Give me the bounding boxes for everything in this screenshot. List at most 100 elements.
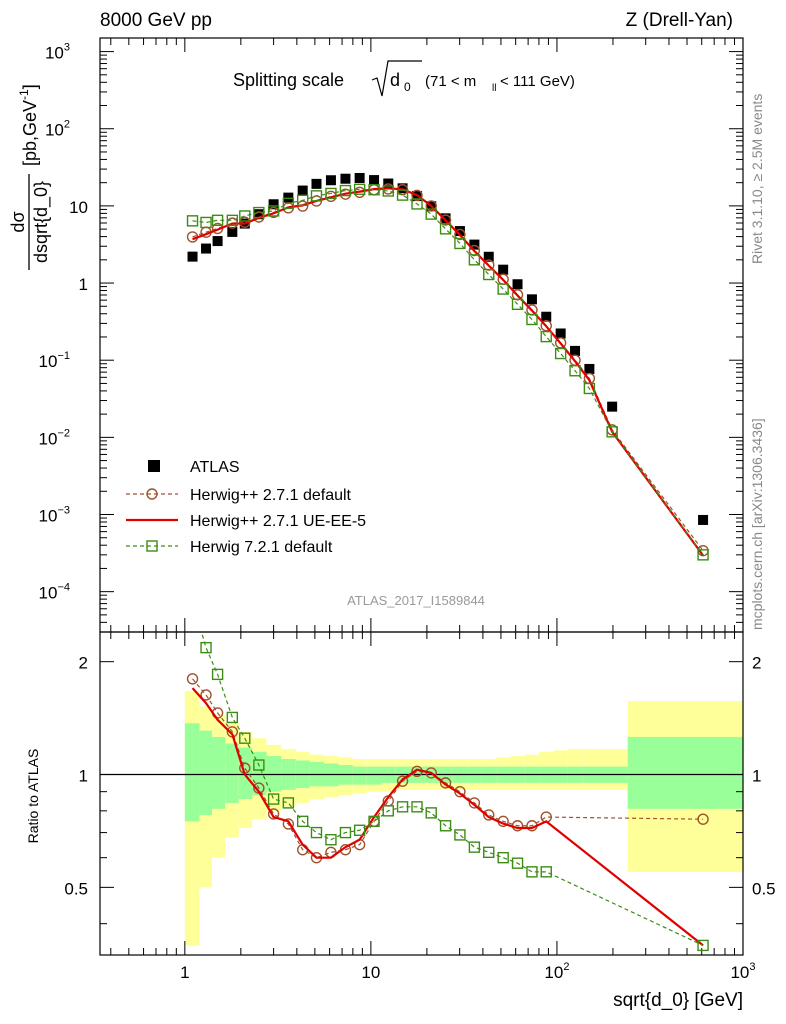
- legend-marker-atlas: [148, 460, 160, 472]
- y-tick-label: 1: [79, 275, 88, 294]
- series-herwig72-point: [186, 215, 199, 227]
- ratio-y-tick-label: 2: [79, 654, 88, 673]
- y-tick-label: 10−4: [39, 582, 70, 603]
- series-atlas-point: [187, 251, 198, 262]
- ratio-herwig72-point: [211, 668, 224, 681]
- series-atlas-point: [311, 178, 322, 189]
- series-atlas-point: [555, 328, 566, 339]
- series-atlas-point: [454, 226, 465, 237]
- plot-title: Splitting scale d 0 (71 < m ll < 111 GeV…: [233, 60, 575, 97]
- series-herwig72-point: [200, 216, 212, 229]
- y-axis-label: dσ dsqrt{d_0} [pb,GeV-1]: [8, 84, 52, 270]
- series-atlas-point: [512, 279, 523, 290]
- series-herwig72-point: [697, 549, 709, 561]
- ratio-y-axis-label: Ratio to ATLAS: [25, 749, 41, 844]
- series-herwig72-point: [211, 214, 224, 227]
- series-atlas-point: [253, 209, 264, 220]
- legend-label: Herwig 7.2.1 default: [190, 539, 333, 556]
- series-herwig72-point: [282, 197, 295, 210]
- series-atlas-point: [268, 199, 279, 210]
- series-herwig72-point: [296, 194, 309, 207]
- ratio-herwig72-point: [310, 826, 323, 839]
- ratio-frame: [99, 631, 744, 956]
- series-herwig-default-point: [454, 228, 466, 241]
- series-atlas-point: [201, 243, 212, 254]
- ratio-herwig-default-point: [267, 808, 280, 820]
- series-herwig72-point: [554, 347, 567, 360]
- ratio-herwig72-point: [382, 805, 394, 817]
- series-atlas-point: [354, 172, 365, 183]
- ratio-herwig72-point: [454, 829, 466, 841]
- sqrt-sign: [371, 60, 422, 97]
- ratio-band-inner: [212, 736, 226, 809]
- series-atlas: [187, 172, 709, 525]
- ratio-y-tick-label: 0.5: [64, 879, 88, 898]
- ratio-band-inner: [366, 766, 382, 785]
- series-herwig72-point: [253, 206, 265, 219]
- series-herwig72-point: [382, 185, 394, 197]
- mcplots-label: mcplots.cern.ch [arXiv:1306.3436]: [749, 418, 765, 630]
- ylabel-units-sup: -1: [17, 89, 31, 100]
- watermark: ATLAS_2017_I1589844: [347, 593, 485, 608]
- ratio-herwig72-point: [267, 793, 280, 805]
- series-atlas-point: [469, 239, 480, 250]
- x-tick-label: 103: [730, 961, 755, 982]
- legend-marker-series-herwig-default: [146, 488, 158, 500]
- series-herwig72: [186, 183, 709, 561]
- ratio-band-inner: [266, 756, 282, 792]
- ratio-herwig-default-point: [468, 797, 481, 809]
- ylabel-units-end: ]: [20, 84, 40, 89]
- ylabel-units-main: [pb,GeV: [20, 100, 40, 166]
- ratio-herwig72-point: [425, 807, 437, 819]
- ratio-band-inner: [199, 730, 213, 815]
- series-herwig72-point: [583, 382, 596, 395]
- ratio-band-inner: [627, 736, 743, 809]
- series-atlas-point: [698, 514, 709, 525]
- ratio-herwig72-point: [325, 834, 337, 846]
- x-axis-label: sqrt{d_0} [GeV]: [613, 990, 743, 1011]
- ratio-herwig72-point: [540, 866, 552, 878]
- series-atlas-point: [340, 173, 351, 184]
- ratio-herwig-default-point: [483, 809, 495, 821]
- ratio-herwig72-point: [697, 939, 709, 952]
- ratio-herwig72-point: [226, 711, 239, 724]
- series-herwig72-point: [325, 187, 337, 200]
- series-herwig72-point: [339, 184, 352, 197]
- ratio-herwig72-point: [526, 866, 538, 878]
- y-tick-label: 10−1: [39, 350, 70, 371]
- x-tick-label: 10: [361, 963, 380, 982]
- series-herwig72-point: [425, 208, 437, 220]
- title-range-sub: ll: [492, 83, 496, 94]
- series-herwig-default-point: [425, 200, 437, 212]
- series-atlas-point: [212, 236, 223, 247]
- ratio-herwig72-point: [468, 841, 481, 853]
- series-atlas-point: [584, 363, 595, 374]
- ratio-herwig72-point: [339, 826, 352, 839]
- ratio-y-tick-label-right: 0.5: [752, 879, 776, 898]
- y-tick-label: 10: [69, 198, 88, 217]
- ratio-herwig72-point: [497, 851, 509, 864]
- ratio-herwig-default-point: [439, 777, 452, 789]
- ylabel-denominator: dsqrt{d_0}: [31, 181, 52, 263]
- ratio-herwig72-point: [396, 801, 409, 813]
- ratio-herwig-ueee5-line: [191, 687, 704, 947]
- ratio-y-tick-label-right: 1: [752, 767, 761, 786]
- ratio-herwig72-point: [511, 857, 524, 869]
- title-range-b: < 111 GeV): [500, 73, 575, 90]
- ratio-herwig-default-point: [282, 818, 295, 830]
- ratio-y-tick-label: 1: [79, 767, 88, 786]
- ratio-herwig72-point: [353, 824, 366, 836]
- series-herwig72-point: [396, 189, 409, 201]
- ratio-band-inner: [225, 743, 239, 803]
- series-atlas-point: [607, 401, 618, 412]
- ratio-herwig72-point: [439, 820, 452, 832]
- ratio-y-tick-label-right: 2: [752, 654, 761, 673]
- header-right: Z (Drell-Yan): [626, 10, 733, 31]
- y-tick-label: 10−3: [39, 505, 70, 526]
- legend-label: ATLAS: [190, 459, 240, 476]
- series-herwig-default-point: [540, 319, 552, 332]
- ratio-herwig-default-point: [186, 673, 199, 685]
- series-herwig-default-point: [439, 214, 452, 226]
- title-prefix: Splitting scale: [233, 70, 344, 90]
- series-herwig-default-point: [554, 337, 567, 349]
